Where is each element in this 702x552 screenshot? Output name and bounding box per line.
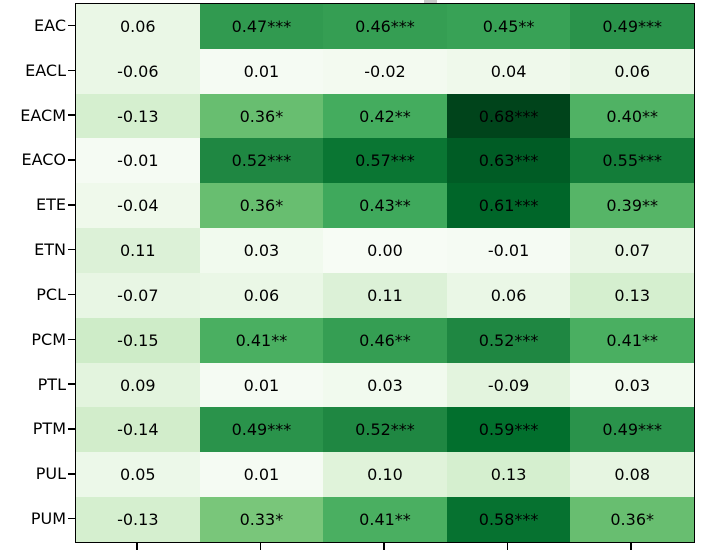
heatmap-cell: 0.63*** [446, 138, 571, 184]
heatmap-cell: 0.08 [570, 452, 694, 498]
heatmap-cell: 0.49*** [570, 4, 694, 49]
heatmap-cell: 0.04 [446, 48, 571, 94]
heatmap-cell: 0.42** [323, 93, 447, 139]
heatmap-cell: 0.13 [570, 272, 694, 318]
x-axis-tick [630, 542, 632, 550]
y-axis-label-ptl: PTL [37, 374, 66, 394]
y-axis-tick [68, 473, 75, 475]
heatmap-cell: 0.05 [76, 452, 200, 498]
heatmap-cell: 0.40** [570, 93, 694, 139]
x-axis-tick [383, 542, 385, 550]
heatmap-cell: 0.06 [446, 272, 571, 318]
heatmap-cell: -0.14 [76, 407, 200, 453]
heatmap-cell: 0.11 [323, 272, 447, 318]
y-axis-tick [68, 383, 75, 385]
y-axis-label-ptm: PTM [32, 419, 66, 439]
y-axis-tick [68, 204, 75, 206]
y-axis-label-eac: EAC [34, 15, 66, 35]
y-axis-tick [68, 24, 75, 27]
heatmap-cell: 0.06 [570, 48, 694, 94]
heatmap-cell: -0.04 [76, 183, 200, 229]
heatmap-cell: -0.02 [323, 48, 447, 94]
heatmap-cell: -0.01 [446, 228, 571, 273]
y-axis-tick [68, 293, 75, 296]
y-axis-label-eaco: EACO [21, 150, 66, 170]
x-axis-tick [259, 542, 262, 550]
heatmap-cell: -0.01 [76, 138, 200, 184]
heatmap-cell: 0.06 [199, 272, 324, 318]
heatmap-cell: 0.49*** [570, 407, 694, 453]
x-axis-tick [506, 542, 509, 550]
y-axis-tick [68, 159, 75, 161]
heatmap-cell: 0.52*** [446, 317, 571, 363]
y-axis-tick [68, 248, 75, 251]
heatmap-cell: 0.01 [199, 452, 324, 498]
heatmap-cell: 0.55*** [570, 138, 694, 184]
heatmap-cell: 0.03 [323, 362, 447, 408]
heatmap-cell: 0.41** [570, 317, 694, 363]
heatmap-cell: 0.41** [323, 497, 447, 542]
heatmap-cell: 0.52*** [199, 138, 324, 184]
heatmap-cell: -0.15 [76, 317, 200, 363]
heatmap-plot-area: 0.06 0.47*** 0.46*** 0.45** 0.49*** -0.06 0.01… [75, 3, 695, 543]
heatmap-cell: 0.00 [323, 228, 447, 273]
heatmap-cell: 0.36* [199, 183, 324, 229]
heatmap-cell: 0.09 [76, 362, 200, 408]
heatmap-cell: 0.57*** [323, 138, 447, 184]
y-axis-tick [68, 428, 75, 430]
heatmap-cell: 0.01 [199, 48, 324, 94]
y-axis-label-pcm: PCM [31, 329, 66, 349]
y-axis-label-pul: PUL [35, 464, 66, 484]
heatmap-cell: 0.06 [76, 4, 200, 49]
heatmap-cell: 0.01 [199, 362, 324, 408]
y-axis-tick [68, 69, 75, 71]
y-axis-label-etn: ETN [34, 240, 66, 260]
y-axis-label-pcl: PCL [36, 284, 66, 304]
heatmap-cell: -0.13 [76, 93, 200, 139]
heatmap-cell: 0.33* [199, 497, 324, 542]
y-axis-label-pum: PUM [30, 509, 66, 529]
heatmap-cell: 0.36* [570, 497, 694, 542]
heatmap-cell: 0.52*** [323, 407, 447, 453]
heatmap-cell: 0.03 [570, 362, 694, 408]
heatmap-cell: 0.11 [76, 228, 200, 273]
heatmap-cell: 0.45** [446, 4, 571, 49]
heatmap-cell: -0.13 [76, 497, 200, 542]
heatmap-cell: 0.61*** [446, 183, 571, 229]
y-axis-tick [68, 114, 75, 116]
heatmap-cell: 0.36* [199, 93, 324, 139]
heatmap-cell: 0.68*** [446, 93, 571, 139]
cropped-title-artifact [424, 0, 437, 3]
heatmap-cell: 0.46** [323, 317, 447, 363]
y-axis-label-ete: ETE [36, 195, 66, 215]
heatmap-cell: 0.47*** [199, 4, 324, 49]
heatmap-cell: 0.13 [446, 452, 571, 498]
heatmap-cell: 0.59*** [446, 407, 571, 453]
heatmap-cell: -0.09 [446, 362, 571, 408]
heatmap-cell: 0.46*** [323, 4, 447, 49]
y-axis-label-eacl: EACL [25, 60, 66, 80]
heatmap-cell: 0.03 [199, 228, 324, 273]
heatmap-cell: 0.07 [570, 228, 694, 273]
heatmap-cell: 0.58*** [446, 497, 571, 542]
x-axis-tick [136, 542, 138, 550]
heatmap-cell: 0.10 [323, 452, 447, 498]
heatmap-cell: -0.06 [76, 48, 200, 94]
heatmap-cell: 0.49*** [199, 407, 324, 453]
y-axis-tick [68, 338, 75, 340]
y-axis-label-eacm: EACM [20, 105, 66, 125]
heatmap-cell: 0.39** [570, 183, 694, 229]
heatmap-cell: 0.43** [323, 183, 447, 229]
y-axis-tick [68, 517, 75, 520]
heatmap-cell: 0.41** [199, 317, 324, 363]
heatmap-cell: -0.07 [76, 272, 200, 318]
